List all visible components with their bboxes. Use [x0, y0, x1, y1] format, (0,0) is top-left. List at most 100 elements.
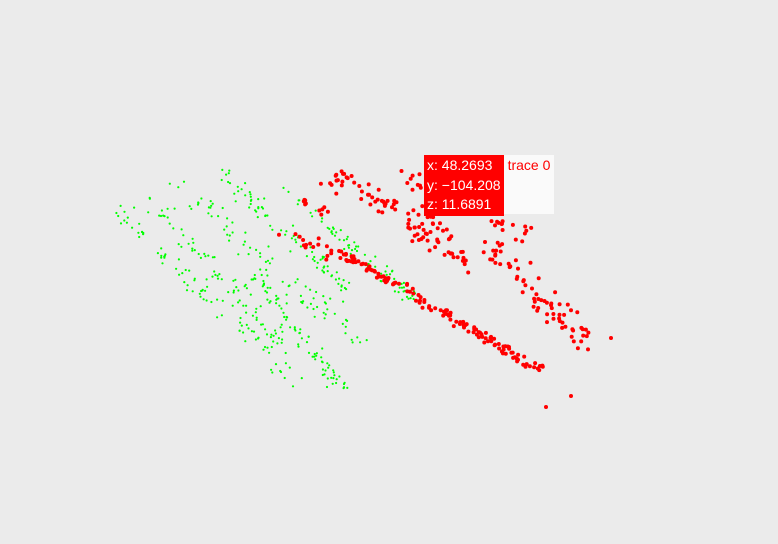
data-point — [175, 267, 178, 270]
data-point — [418, 185, 423, 190]
data-point — [274, 363, 278, 366]
data-point — [422, 300, 427, 304]
data-point — [254, 209, 257, 212]
data-point — [397, 281, 401, 286]
data-point — [346, 258, 351, 263]
data-point — [477, 208, 482, 213]
data-point — [326, 265, 329, 268]
data-point — [159, 214, 163, 218]
data-point — [232, 279, 235, 282]
data-point — [493, 223, 497, 228]
data-point — [181, 272, 184, 275]
data-point — [335, 231, 338, 234]
data-point — [261, 323, 264, 326]
data-point — [313, 355, 316, 358]
data-point — [417, 225, 422, 229]
data-point — [549, 306, 554, 311]
data-point — [297, 199, 300, 202]
data-point — [280, 341, 283, 344]
data-point — [271, 257, 274, 260]
data-point — [557, 302, 562, 307]
data-point — [425, 238, 430, 243]
data-point — [393, 207, 398, 212]
data-point — [328, 181, 333, 186]
data-point — [357, 184, 362, 188]
data-point — [500, 221, 504, 226]
data-point — [188, 269, 191, 272]
data-point — [451, 324, 456, 329]
data-point — [266, 286, 269, 289]
data-point — [442, 309, 446, 314]
data-point — [330, 231, 333, 234]
data-point — [133, 206, 136, 209]
data-point — [354, 247, 357, 251]
data-point — [266, 346, 269, 349]
data-point — [401, 298, 404, 301]
data-point — [210, 300, 213, 304]
data-point — [481, 250, 486, 255]
data-point — [248, 206, 251, 209]
data-point — [270, 333, 273, 336]
data-point — [516, 352, 521, 357]
data-point — [259, 252, 262, 255]
data-point — [177, 186, 180, 189]
data-point — [382, 278, 387, 283]
data-point — [313, 255, 316, 259]
data-point — [420, 305, 425, 310]
data-point — [309, 211, 312, 214]
data-point — [415, 182, 420, 187]
data-point — [236, 185, 239, 188]
data-point — [569, 308, 573, 313]
data-point — [438, 308, 443, 313]
data-point — [285, 302, 288, 305]
data-point — [249, 199, 252, 202]
data-point — [315, 290, 318, 294]
data-point — [193, 249, 196, 252]
data-point — [221, 299, 224, 302]
data-point — [119, 204, 122, 207]
data-point — [515, 359, 520, 364]
data-point — [489, 219, 494, 224]
data-point — [500, 228, 505, 232]
data-point — [210, 204, 213, 207]
data-point — [496, 342, 501, 346]
data-point — [204, 255, 207, 258]
data-point — [177, 258, 180, 261]
data-point — [333, 234, 337, 237]
data-point — [272, 334, 275, 337]
data-point — [405, 289, 410, 294]
data-point — [288, 366, 291, 369]
data-point — [269, 224, 272, 227]
data-point — [335, 271, 338, 274]
data-point — [268, 301, 271, 304]
data-point — [180, 245, 183, 248]
data-point — [237, 289, 240, 292]
data-point — [264, 290, 267, 293]
data-point — [405, 295, 409, 298]
data-point — [126, 216, 129, 219]
data-point — [322, 311, 325, 314]
data-point — [301, 243, 306, 248]
data-point — [207, 212, 210, 215]
data-point — [262, 282, 266, 285]
data-point — [168, 222, 171, 225]
data-point — [265, 291, 269, 294]
data-point — [338, 277, 341, 280]
data-point — [421, 235, 426, 240]
data-point — [433, 245, 438, 250]
data-point — [231, 231, 234, 234]
data-point — [339, 229, 342, 232]
data-point — [461, 319, 466, 324]
data-point — [206, 285, 209, 288]
data-point — [498, 249, 503, 254]
data-point — [535, 366, 540, 371]
data-point — [440, 200, 445, 204]
data-point — [507, 345, 511, 349]
data-point — [551, 316, 556, 321]
data-point — [314, 209, 317, 212]
data-point — [249, 293, 252, 296]
data-point — [427, 305, 431, 310]
data-point — [460, 258, 465, 263]
data-point — [326, 362, 329, 365]
